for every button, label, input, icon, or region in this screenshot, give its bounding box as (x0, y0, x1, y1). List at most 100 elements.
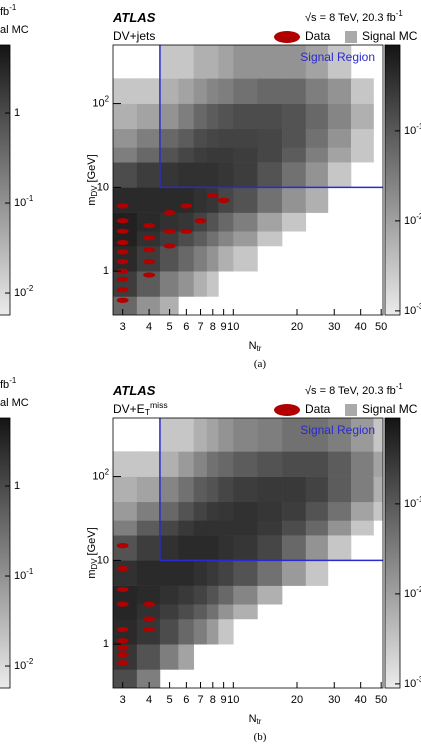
heatmap-cell (257, 451, 283, 477)
heatmap-cell (305, 78, 329, 104)
heatmap-cell (305, 45, 329, 79)
data-point (143, 235, 156, 241)
data-point (163, 210, 176, 216)
heatmap-cell (305, 147, 329, 163)
heatmap-cell (257, 585, 283, 605)
colorbar-tick-label: 10-2​ (404, 585, 421, 600)
data-point (143, 259, 156, 265)
heatmap-cell (159, 644, 179, 670)
heatmap-cell (305, 535, 329, 561)
data-point (116, 565, 129, 572)
heatmap-cell (218, 78, 234, 104)
heatmap-cell (159, 212, 179, 232)
heatmap-cell (136, 212, 161, 232)
colorbar-tick-label: 10-1​ (404, 122, 421, 137)
heatmap-cell (178, 147, 195, 163)
heatmap-cell (206, 520, 219, 536)
heatmap-cell (159, 128, 179, 148)
heatmap-cell (178, 501, 195, 521)
heatmap-cell (136, 78, 161, 104)
heatmap-cell (136, 187, 161, 213)
data-point (116, 586, 129, 593)
y-tick-label: 102​ (92, 95, 109, 110)
x-tick-label: 50 (375, 694, 387, 706)
data-point (116, 203, 129, 209)
heatmap-cell (193, 271, 208, 297)
heatmap-cell (327, 520, 352, 536)
heatmap-cell (218, 103, 234, 130)
subtitle: DV+jets (113, 29, 155, 43)
heatmap-cell (136, 103, 161, 130)
colorbar-tick-label: 10-3​ (404, 302, 421, 317)
heatmap-cell (206, 604, 219, 620)
heatmap-cell (193, 618, 208, 645)
heatmap-cell (206, 418, 219, 452)
heatmap-cell (136, 245, 161, 272)
heatmap-cell (233, 451, 258, 477)
y-tick-label: 10 (97, 554, 109, 566)
heatmap-cell (218, 535, 234, 561)
heatmap-cell (136, 520, 161, 536)
heatmap-cell (136, 162, 161, 188)
colorbar (384, 44, 401, 316)
heatmap-cell (159, 296, 179, 315)
heatmap-cell (206, 128, 219, 148)
heatmap-cell (233, 245, 258, 272)
heatmap-cell (193, 604, 208, 620)
heatmap-cell (193, 78, 208, 104)
heatmap-cell (305, 520, 329, 536)
heatmap-cell (113, 78, 138, 104)
heatmap-cell (159, 231, 179, 247)
heatmap-cell (136, 644, 161, 670)
heatmap-cell (136, 476, 161, 503)
heatmap-cell (257, 147, 283, 163)
data-point (163, 243, 176, 249)
heatmap-cell (350, 418, 374, 452)
legend-label: Data (305, 29, 331, 43)
heatmap-cell (233, 212, 258, 232)
heatmap-cell (193, 476, 208, 503)
heatmap-cell (136, 147, 161, 163)
x-tick-label: 50 (375, 321, 387, 333)
x-tick-label: 20 (291, 321, 303, 333)
heatmap-cell (233, 585, 258, 605)
heatmap-cell (327, 418, 352, 452)
heatmap-cell (136, 128, 161, 148)
x-axis-label: Ntr​ (249, 713, 262, 726)
heatmap-cell (218, 451, 234, 477)
heatmap-cell (350, 128, 374, 148)
heatmap-cell (113, 271, 138, 297)
heatmap-cell (193, 231, 208, 247)
heatmap-cell (233, 535, 258, 561)
heatmap-cell (218, 212, 234, 232)
heatmap-cell (218, 231, 234, 247)
x-tick-label: 30 (328, 694, 340, 706)
heatmap-cell (136, 271, 161, 297)
heatmap-cell (218, 128, 234, 148)
heatmap-cell (193, 187, 208, 213)
colorbar (384, 417, 401, 689)
heatmap-cell (206, 476, 219, 503)
heatmap-cell (327, 147, 352, 163)
data-point (116, 249, 129, 255)
data-point (143, 272, 156, 278)
heatmap-cell (193, 147, 208, 163)
colorbar-tick-label: 10-2​ (14, 657, 33, 672)
data-point (116, 228, 129, 234)
heatmap-cell (257, 231, 283, 247)
data-point (116, 601, 129, 607)
heatmap-cell (257, 45, 283, 79)
x-tick-label: 20 (291, 694, 303, 706)
heatmap-cell (193, 451, 208, 477)
heatmap-cell (373, 451, 383, 477)
heatmap-cell (178, 245, 195, 272)
heatmap-cell (193, 162, 208, 188)
heatmap-cell (178, 212, 195, 232)
data-point (116, 276, 129, 282)
heatmap-cell (233, 128, 258, 148)
heatmap-cell (206, 103, 219, 130)
heatmap-cell (159, 45, 179, 79)
heatmap-cell (206, 78, 219, 104)
data-point (180, 228, 193, 234)
heatmap-cell (327, 103, 352, 130)
